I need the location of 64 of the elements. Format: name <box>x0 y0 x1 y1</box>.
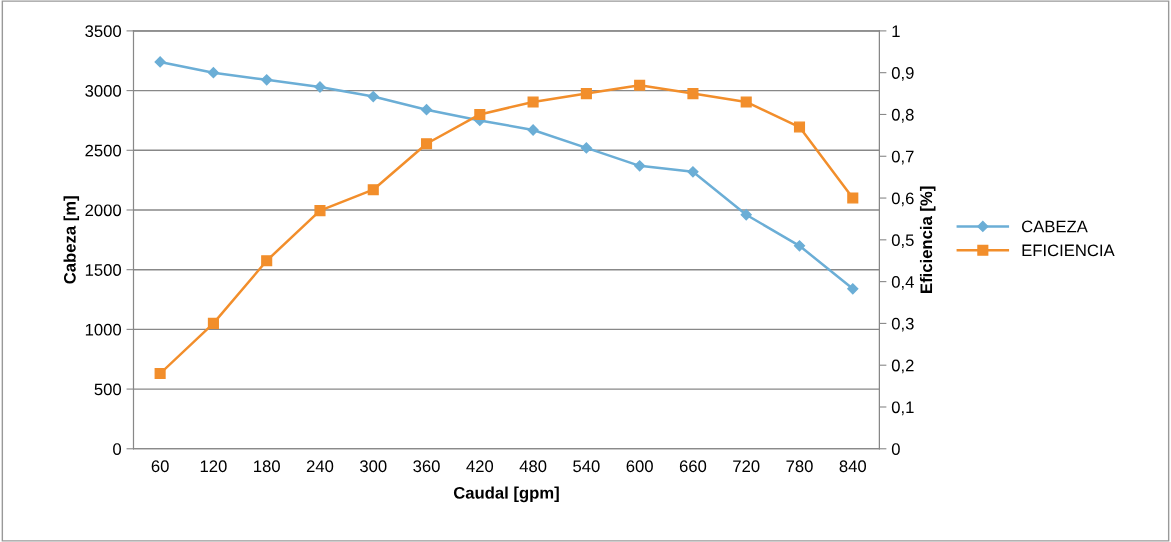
x-tick-label: 60 <box>151 460 169 473</box>
point <box>687 88 699 100</box>
point <box>634 79 646 91</box>
point <box>527 96 539 108</box>
y2-axis-title: Eficiencia [%] <box>919 186 936 293</box>
y-axis-title: Cabeza [m] <box>63 196 80 284</box>
point <box>154 368 166 380</box>
point <box>207 67 220 79</box>
y2-tick-label: 0,6 <box>891 192 914 207</box>
point <box>527 124 539 136</box>
x-tick-label: 540 <box>573 460 600 473</box>
y2-tick-label: 0,5 <box>891 234 914 249</box>
x-tick-label: 240 <box>306 460 334 473</box>
y-tick-label: 1000 <box>85 323 122 336</box>
y2-tick-label: 0,1 <box>891 401 914 416</box>
y-tick-label: 0 <box>113 443 122 455</box>
x-tick-label: 300 <box>359 460 387 473</box>
y-tick-label: 2500 <box>85 144 122 157</box>
point <box>474 108 486 121</box>
point <box>847 192 859 204</box>
x-tick-label: 720 <box>733 460 760 473</box>
y-tick-label: 3500 <box>85 25 122 38</box>
point <box>207 317 219 329</box>
x-tick-label: 780 <box>786 460 813 473</box>
x-axis-title: Caudal [gpm] <box>453 486 559 503</box>
y-tick-label: 2000 <box>85 204 122 217</box>
point <box>261 74 273 86</box>
point <box>740 209 752 221</box>
point <box>687 166 699 178</box>
y-tick-label: 3000 <box>85 84 122 97</box>
y2-tick-label: 0,2 <box>891 359 914 374</box>
point <box>793 121 806 133</box>
legend-label: EFICIENCIA <box>1022 244 1115 257</box>
x-tick-label: 660 <box>679 460 707 473</box>
point <box>420 138 433 150</box>
point <box>261 255 273 267</box>
point <box>314 205 326 217</box>
y2-tick-label: 0,4 <box>891 276 914 290</box>
point <box>793 240 806 252</box>
y2-tick-label: 0,7 <box>891 150 914 165</box>
legend-label: CABEZA <box>1022 220 1088 233</box>
point <box>634 160 646 172</box>
x-tick-label: 180 <box>254 460 280 473</box>
x-tick-label: 600 <box>626 460 653 473</box>
y2-tick-label: 0,8 <box>891 108 914 123</box>
y2-tick-label: 1 <box>892 25 900 37</box>
point <box>580 142 592 154</box>
point <box>367 184 379 196</box>
point <box>367 90 379 103</box>
y-tick-label: 500 <box>94 383 122 396</box>
y2-tick-label: 0,9 <box>891 67 914 81</box>
y2-tick-label: 0,3 <box>891 317 914 332</box>
point <box>420 104 433 116</box>
x-tick-label: 480 <box>519 460 547 473</box>
y-tick-label: 1500 <box>85 264 122 276</box>
x-tick-label: 840 <box>839 460 867 473</box>
x-tick-label: 120 <box>200 460 227 473</box>
x-tick-label: 420 <box>466 460 494 473</box>
point <box>847 283 859 295</box>
x-tick-label: 360 <box>413 460 440 473</box>
y2-tick-label: 0 <box>891 443 900 455</box>
point <box>580 88 592 100</box>
point <box>740 96 752 108</box>
point <box>154 56 166 68</box>
